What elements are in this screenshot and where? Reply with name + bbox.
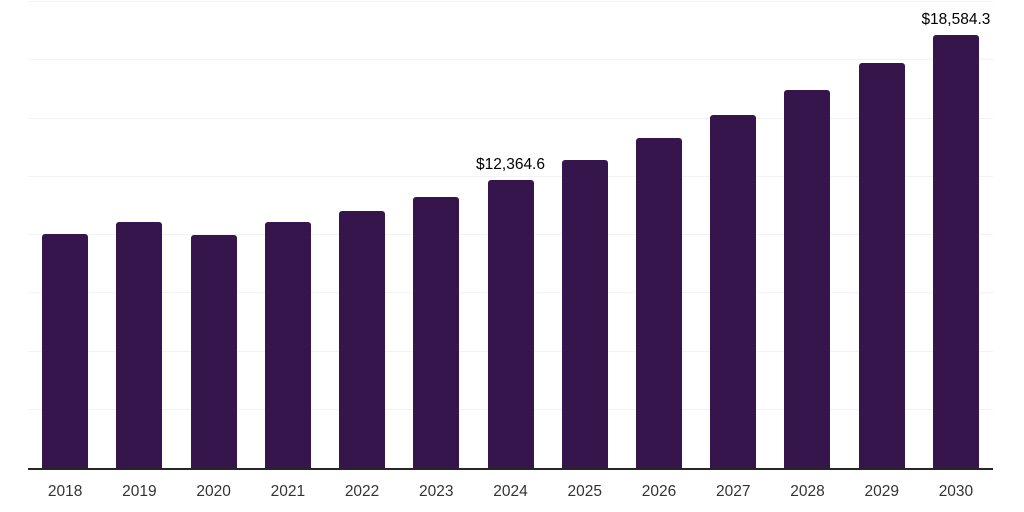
bar-slot-2024: $12,364.6: [473, 2, 547, 468]
x-tick-2023: 2023: [419, 483, 454, 500]
bar-2030: $18,584.3: [921, 11, 990, 468]
bar-2024: $12,364.6: [476, 156, 545, 468]
bar-2022: [339, 210, 386, 468]
bar-slot-2025: [548, 2, 622, 468]
bar-slot-2027: [696, 2, 770, 468]
x-tick-2025: 2025: [567, 483, 602, 500]
x-tick-2019: 2019: [122, 483, 157, 500]
bar-slot-2021: [251, 2, 325, 468]
bar-slot-2030: $18,584.3: [919, 2, 993, 468]
bar-2028: [784, 89, 831, 468]
bar-2027: [710, 114, 757, 468]
bars: $12,364.6 $18,584.3: [28, 2, 993, 468]
bar-slot-2020: [176, 2, 250, 468]
bar-slot-2029: [845, 2, 919, 468]
x-tick-2021: 2021: [270, 483, 306, 500]
bar-value-label-2024: $12,364.6: [476, 156, 545, 174]
x-tick-2020: 2020: [196, 483, 231, 500]
bar-2021: [264, 221, 311, 468]
bar-slot-2019: [102, 2, 176, 468]
gridline: [28, 117, 993, 119]
bar-2023: [413, 197, 460, 468]
bar-slot-2023: [399, 2, 473, 468]
x-tick-2028: 2028: [790, 483, 825, 500]
x-tick-2018: 2018: [47, 483, 83, 500]
x-tick-2024: 2024: [493, 483, 528, 500]
gridline: [28, 59, 993, 61]
bar-slot-2018: [28, 2, 102, 468]
x-tick-2029: 2029: [864, 483, 899, 500]
bar-2018: [42, 234, 89, 468]
gridline: [28, 1, 993, 2]
x-tick-2030: 2030: [938, 483, 974, 500]
bar-slot-2028: [770, 2, 844, 468]
bar-2029: [858, 63, 905, 468]
bar-2026: [635, 138, 682, 468]
bar-2025: [561, 159, 608, 468]
x-axis-ticks: 2018 2019 2020 2021 2022 2023 2024 2025 2026 2027…: [28, 482, 993, 502]
bar-2020: [190, 235, 237, 468]
bar-value-label-2030: $18,584.3: [921, 11, 991, 29]
bar-slot-2022: [325, 2, 399, 468]
bar-2019: [116, 222, 163, 468]
x-tick-2026: 2026: [641, 483, 677, 500]
x-axis-line: [28, 468, 993, 470]
bar-slot-2026: [622, 2, 696, 468]
gridline: [28, 175, 993, 177]
x-tick-2022: 2022: [344, 483, 380, 500]
x-tick-2027: 2027: [715, 483, 751, 500]
plot-area: $12,364.6 $18,584.3: [28, 1, 993, 468]
